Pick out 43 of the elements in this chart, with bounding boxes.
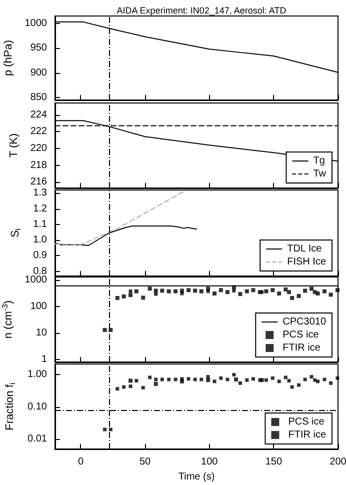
legend-label: FTIR ice	[282, 342, 321, 354]
y-tick-label: 222	[30, 126, 48, 138]
y-axis-title: n (cm-3)	[0, 300, 14, 339]
y-tick-label: 224	[30, 109, 48, 120]
legend-label: FTIR ice	[288, 430, 326, 440]
x-tick-label: 150	[265, 456, 282, 468]
y-tick-label: 1000	[24, 18, 48, 29]
legend-label: PCS ice	[282, 330, 320, 340]
legend-label: TDL Ice	[287, 244, 322, 254]
y-tick-label: 950	[30, 42, 48, 54]
y-tick-label: 1.3	[33, 188, 48, 199]
y-axis-title: p (hPa)	[2, 40, 14, 76]
legend-label: CPC3010	[282, 316, 326, 328]
y-tick-label: 216	[30, 176, 48, 188]
y-tick-label: 218	[30, 160, 48, 171]
y-tick-label: 1.00	[28, 368, 48, 380]
y-tick-label: 1.2	[33, 203, 48, 214]
y-tick-label: 1000	[24, 274, 48, 286]
legend-label: FISH Ice	[287, 256, 326, 268]
x-tick-label: 50	[139, 456, 152, 468]
x-tick-label: 0	[78, 456, 84, 468]
legend-label: PCS ice	[288, 416, 325, 428]
y-tick-label: 0.01	[28, 434, 48, 445]
y-tick-label: 10	[36, 327, 48, 338]
legend-label: Tg	[313, 156, 325, 166]
x-axis-title: Time (s)	[178, 471, 215, 482]
y-tick-label: 0.10	[28, 401, 48, 412]
x-tick-label: 200	[330, 456, 346, 468]
y-tick-label: 100	[30, 300, 48, 312]
y-tick-label: 0.9	[33, 250, 48, 262]
legend-label: Tw	[313, 168, 327, 180]
x-tick-label: 100	[201, 456, 218, 468]
y-tick-label: 1.0	[33, 234, 48, 246]
y-axis-title: T (K)	[8, 133, 20, 158]
y-tick-label: 1.1	[33, 218, 48, 230]
chart-title: AIDA Experiment: IN02_147, Aerosol: ATD	[116, 6, 287, 16]
y-axis-title: Fraction fi	[4, 382, 18, 430]
y-tick-label: 1	[41, 354, 48, 365]
y-tick-label: 850	[30, 92, 48, 104]
y-tick-label: 220	[30, 142, 48, 154]
y-tick-label: 0.8	[33, 266, 48, 277]
y-axis-title: Si	[10, 228, 22, 238]
y-tick-label: 900	[30, 67, 48, 78]
